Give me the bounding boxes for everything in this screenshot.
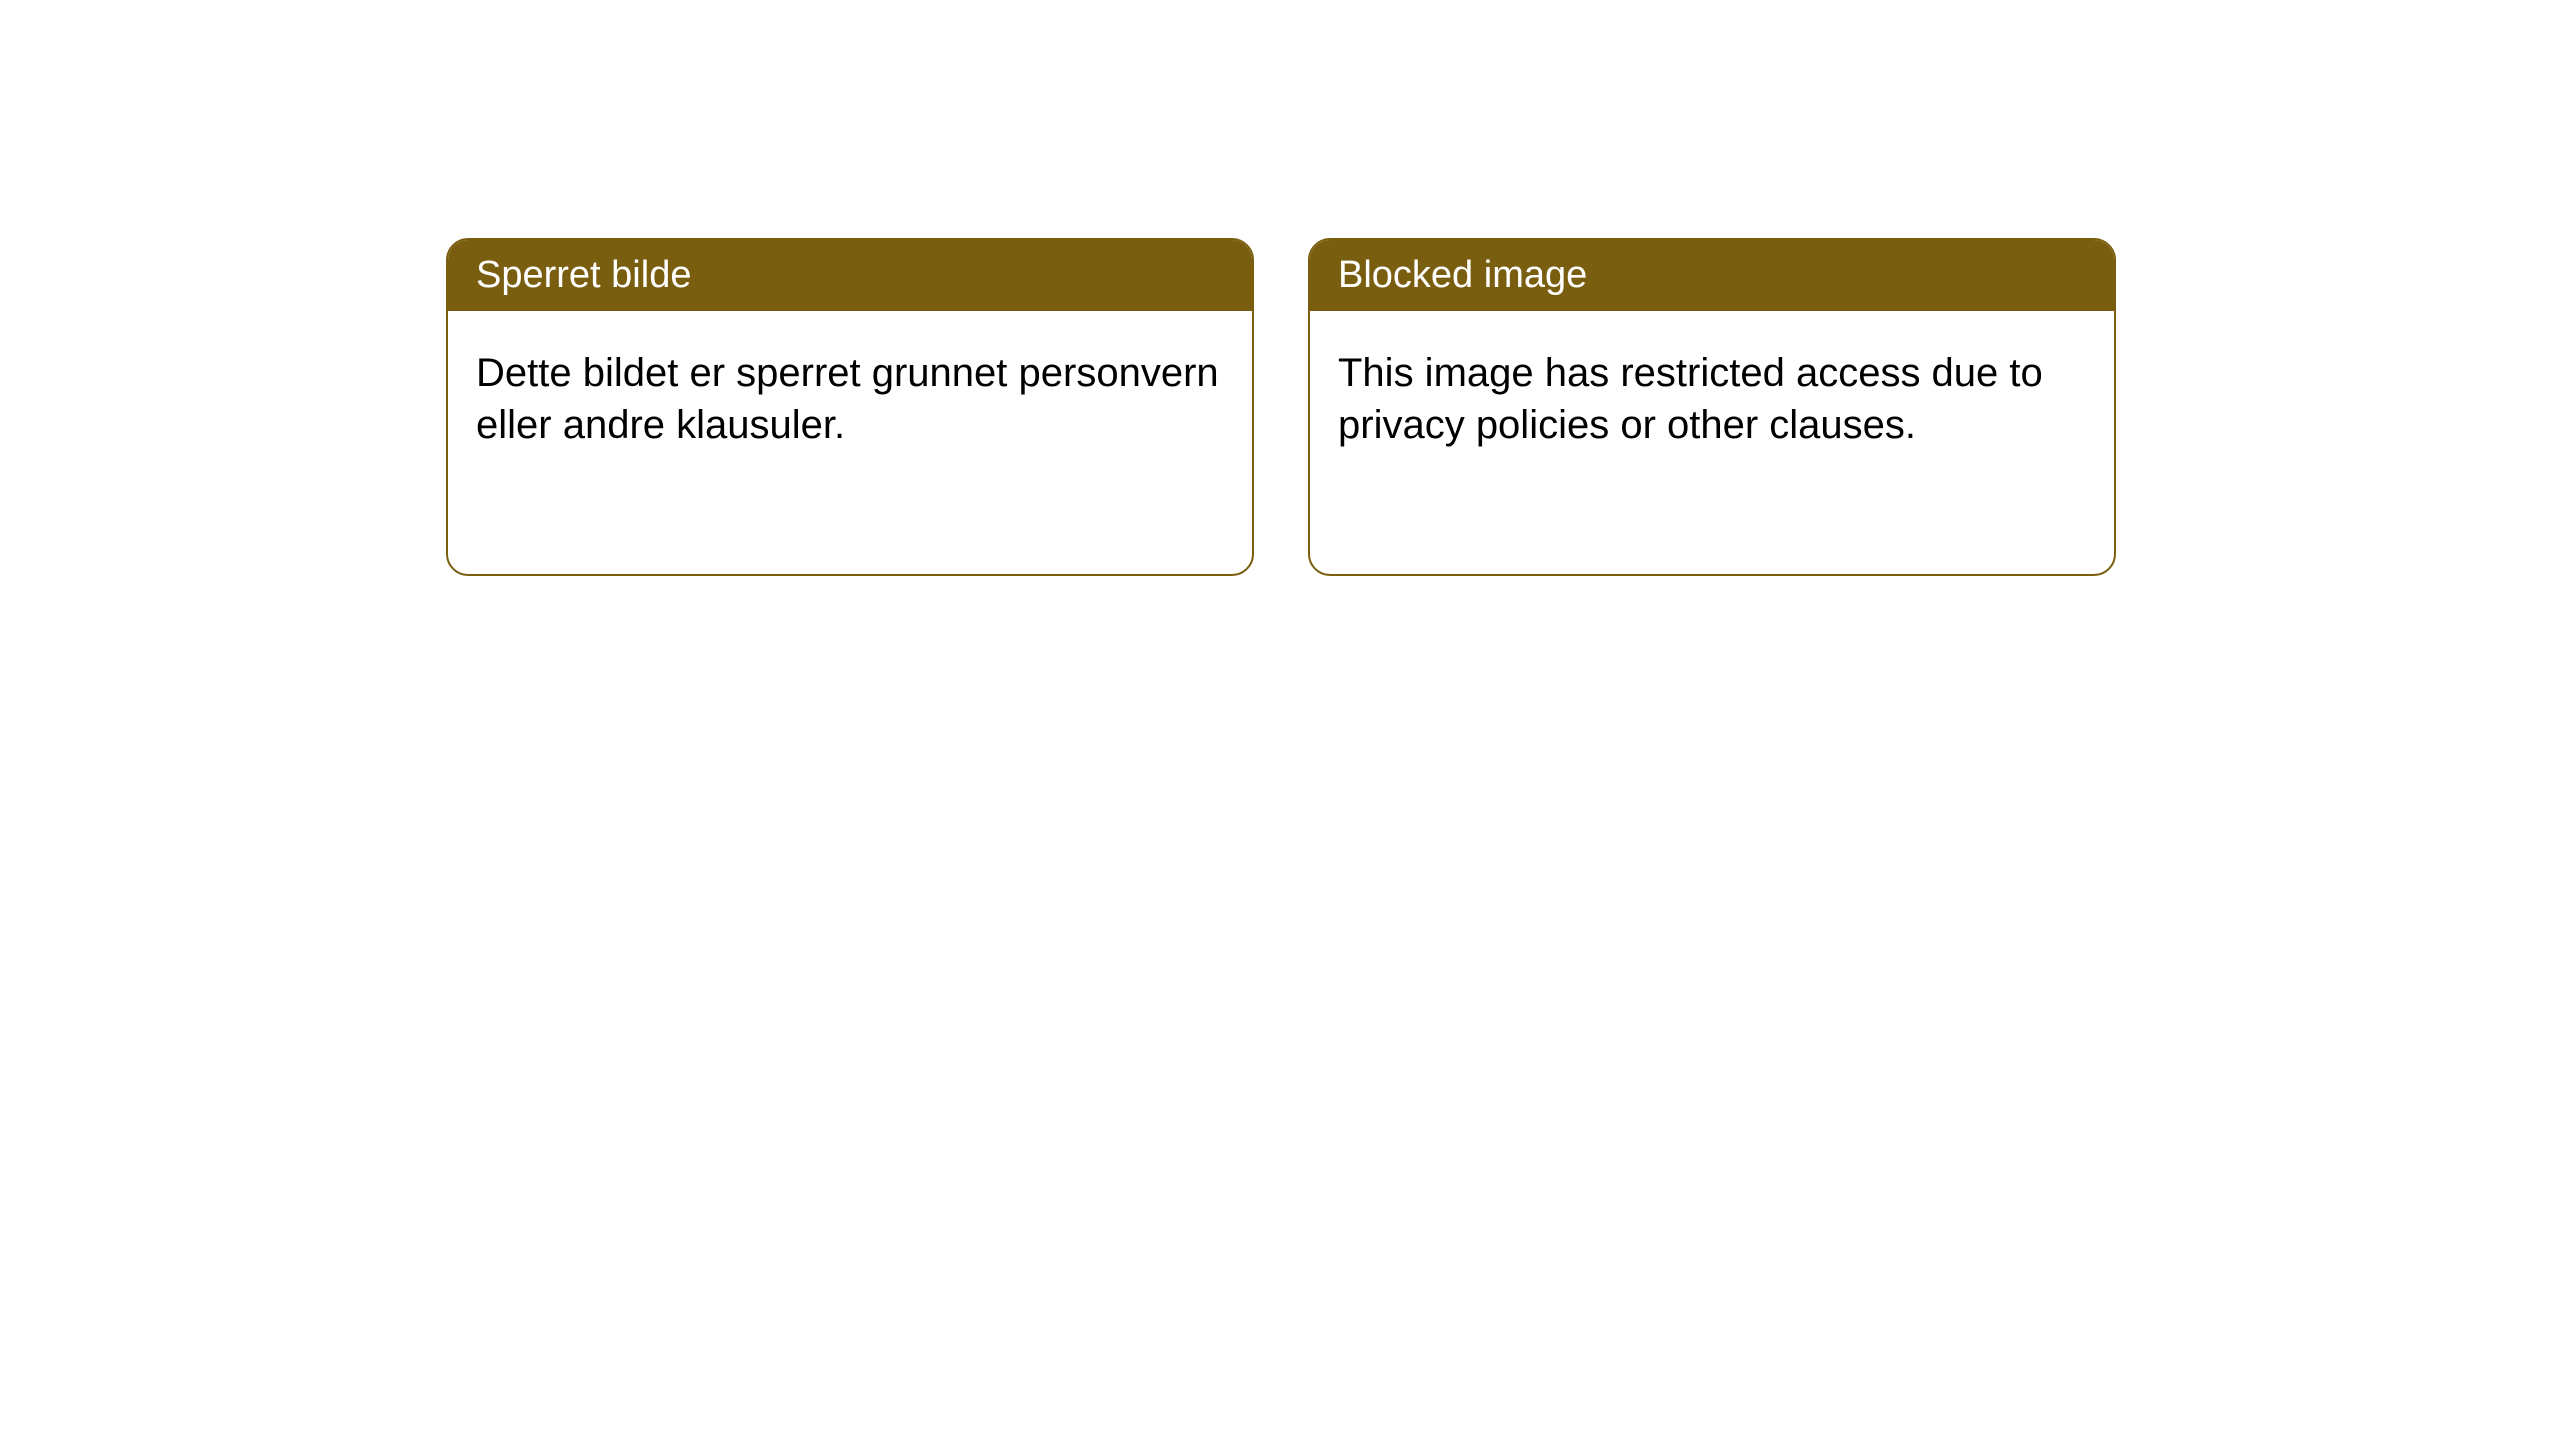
card-title: Blocked image <box>1338 254 1587 296</box>
card-body: This image has restricted access due to … <box>1310 311 2114 487</box>
notice-card-norwegian: Sperret bilde Dette bildet er sperret gr… <box>446 238 1254 576</box>
card-body-text: Dette bildet er sperret grunnet personve… <box>476 351 1219 447</box>
card-title: Sperret bilde <box>476 254 691 296</box>
notice-card-english: Blocked image This image has restricted … <box>1308 238 2116 576</box>
card-header: Blocked image <box>1310 240 2114 311</box>
card-header: Sperret bilde <box>448 240 1252 311</box>
card-body: Dette bildet er sperret grunnet personve… <box>448 311 1252 487</box>
notice-container: Sperret bilde Dette bildet er sperret gr… <box>0 0 2560 576</box>
card-body-text: This image has restricted access due to … <box>1338 351 2043 447</box>
